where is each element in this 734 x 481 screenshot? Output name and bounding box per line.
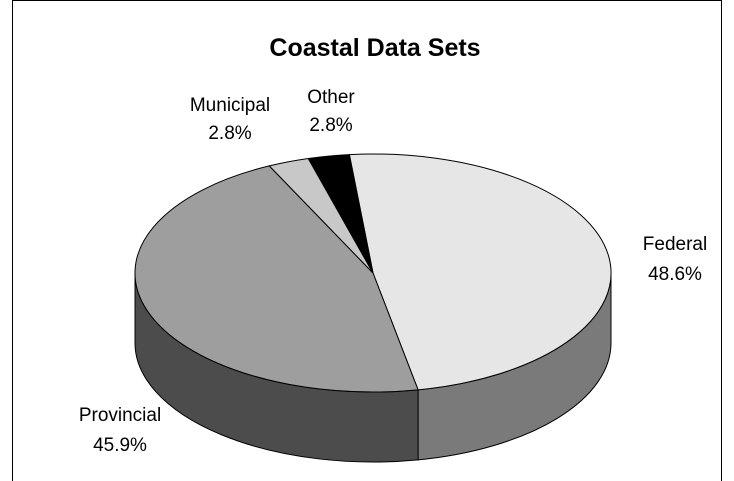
pie-slice-other (307, 154, 374, 274)
pie-slices (134, 153, 612, 393)
slice-label-federal-value: 48.6% (648, 264, 702, 285)
chart-title: Coastal Data Sets (269, 34, 480, 62)
slice-label-municipal-name: Municipal (190, 95, 270, 116)
slice-label-provincial-name: Provincial (79, 405, 161, 426)
slice-label-municipal-value: 2.8% (208, 123, 251, 144)
pie-slice-federal (348, 153, 612, 391)
slice-label-provincial-value: 45.9% (93, 435, 147, 456)
slice-label-other-name: Other (307, 87, 355, 108)
pie-slice-provincial (134, 165, 419, 393)
slice-label-other-value: 2.8% (309, 115, 352, 136)
slice-label-federal-name: Federal (643, 234, 707, 255)
